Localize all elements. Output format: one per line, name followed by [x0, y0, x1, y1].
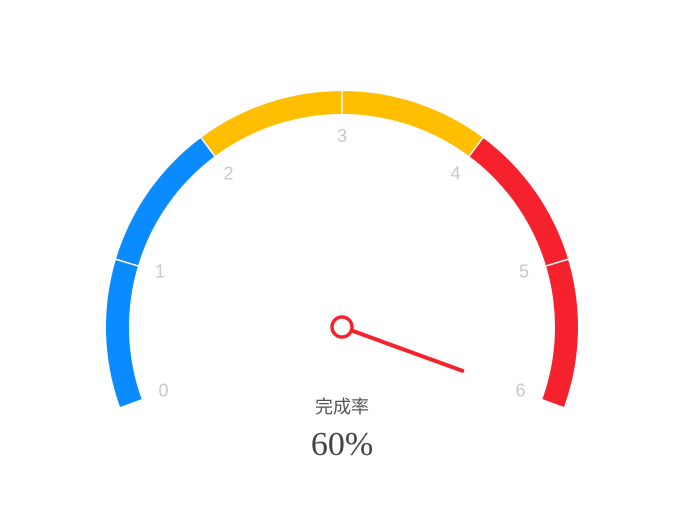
gauge-needle: [350, 328, 465, 373]
tick-mark: [467, 136, 485, 158]
tick-label: 2: [224, 163, 234, 183]
tick-label: 3: [337, 126, 347, 146]
gauge-band: [469, 137, 578, 408]
tick-mark: [540, 398, 565, 409]
tick-mark: [544, 258, 570, 267]
gauge-band: [201, 91, 483, 157]
gauge-detail: 60%: [311, 426, 373, 463]
gauge-band: [105, 137, 215, 408]
tick-label: 0: [158, 381, 168, 401]
tick-label: 1: [155, 261, 165, 281]
tick-mark: [199, 136, 217, 158]
needle-pivot: [330, 315, 354, 339]
tick-mark: [114, 258, 140, 267]
tick-mark: [119, 398, 144, 409]
gauge-title: 完成率: [315, 397, 369, 418]
tick-label: 5: [519, 261, 529, 281]
tick-label: 4: [450, 163, 460, 183]
tick-label: 6: [516, 381, 526, 401]
